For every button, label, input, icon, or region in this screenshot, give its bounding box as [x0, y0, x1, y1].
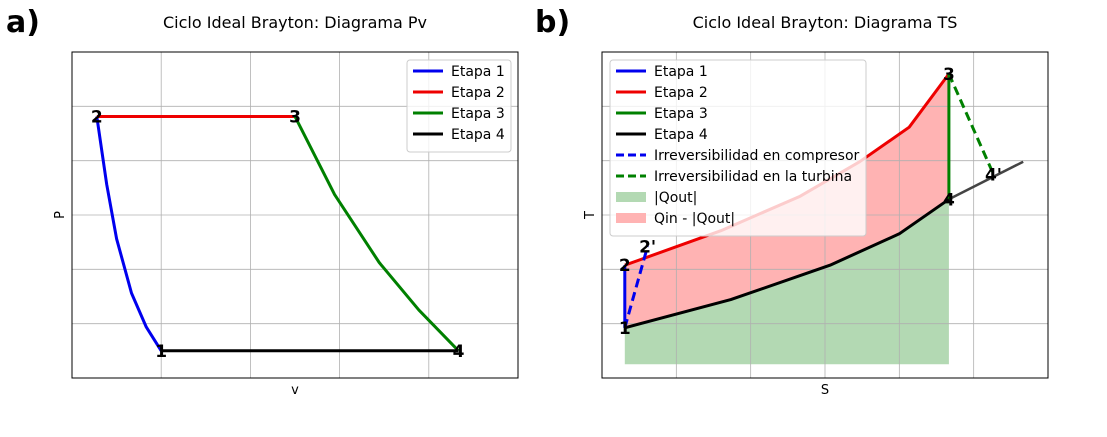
x-axis-label: v	[291, 383, 299, 398]
point-label: 2	[91, 108, 103, 128]
y-axis-label: T	[583, 211, 598, 220]
legend-entry-label: Etapa 3	[654, 106, 708, 122]
legend-box	[609, 59, 867, 237]
plot-frame	[71, 51, 519, 379]
series-line-3	[624, 198, 950, 330]
legend: Etapa 1 Etapa 2 Etapa 3 Etapa 4	[406, 59, 512, 153]
series-line-4	[623, 245, 650, 329]
chart-title: Ciclo Ideal Brayton: Diagrama Pv	[163, 13, 427, 32]
legend-entry-label: Etapa 4	[451, 127, 505, 143]
legend-entry-label: Irreversibilidad en compresor	[654, 148, 860, 164]
legend-entry-label: Etapa 1	[654, 64, 708, 80]
point-label: 2	[619, 256, 631, 276]
point-label: 4	[453, 342, 465, 362]
point-label: 1	[155, 342, 167, 362]
point-label: 4	[943, 190, 955, 210]
chart-panel-ts: b) Ciclo Ideal Brayton: Diagrama TS 1 2 2' 3 4…	[535, 5, 1049, 398]
panel-letter: b)	[535, 5, 570, 40]
point-label: 2'	[639, 237, 656, 257]
turbine-extension-line	[948, 160, 1024, 201]
legend-entry-label: Qin - |Qout|	[654, 211, 735, 227]
legend-swatch-patch	[616, 192, 646, 202]
x-axis-label: S	[821, 383, 829, 398]
panel-letter: a)	[6, 5, 40, 40]
series-line-5	[947, 73, 995, 175]
series-line-2	[293, 115, 460, 352]
point-label: 4'	[985, 165, 1002, 185]
point-label: 3	[289, 108, 301, 128]
point-label: 1	[619, 319, 631, 339]
plot-area	[72, 52, 518, 378]
point-label: 3	[943, 65, 955, 85]
chart-title: Ciclo Ideal Brayton: Diagrama TS	[693, 13, 958, 32]
legend-entry-label: Etapa 4	[654, 127, 708, 143]
legend-entry-label: Irreversibilidad en la turbina	[654, 169, 852, 185]
chart-panel-pv: a) Ciclo Ideal Brayton: Diagrama Pv 1 2 3 4 v P…	[6, 5, 519, 398]
fill-area-qin-minus-qout	[624, 73, 949, 328]
legend-box	[406, 59, 512, 153]
legend: Etapa 1 Etapa 2 Etapa 3 Etapa 4 Irreversibil…	[609, 59, 867, 237]
legend-swatch-patch	[616, 213, 646, 223]
plot-frame	[601, 51, 1049, 379]
series-line-0	[95, 116, 163, 352]
legend-entry-label: |Qout|	[654, 190, 697, 206]
legend-entry-label: Etapa 3	[451, 106, 505, 122]
legend-entry-label: Etapa 1	[451, 64, 505, 80]
y-axis-label: P	[53, 211, 68, 219]
legend-entry-label: Etapa 2	[654, 85, 708, 101]
legend-entry-label: Etapa 2	[451, 85, 505, 101]
